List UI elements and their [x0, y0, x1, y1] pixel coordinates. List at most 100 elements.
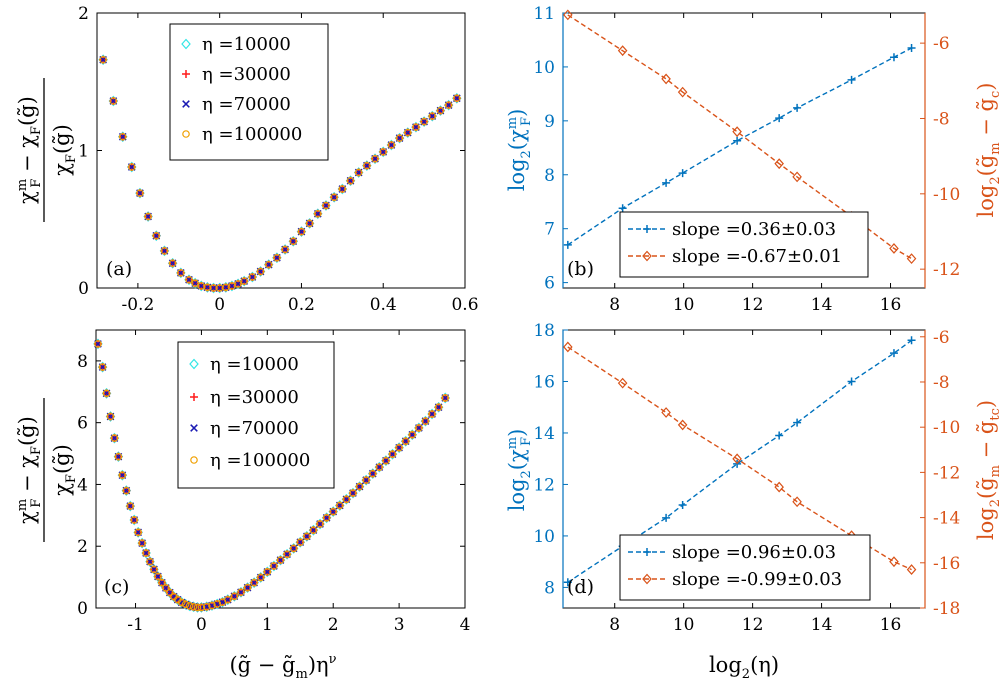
marker-circle — [191, 279, 199, 287]
x-tick-label: 14 — [811, 295, 833, 315]
legend-entry: η =70000 — [202, 94, 291, 115]
marker-diamond — [661, 407, 671, 418]
x-tick-label: 12 — [742, 615, 764, 635]
marker-circle — [296, 538, 305, 547]
marker-plus — [678, 501, 687, 510]
marker-diamond — [792, 496, 802, 508]
marker-diamond — [889, 243, 899, 254]
marker-circle — [256, 573, 265, 582]
marker-circle — [202, 602, 211, 611]
marker-circle — [412, 123, 420, 131]
marker-circle — [230, 592, 239, 601]
panel-label-a: (a) — [106, 258, 132, 280]
ylabel-numerator: χmF − χF(g̃) — [15, 96, 44, 204]
marker-circle — [102, 389, 111, 398]
marker-diamond — [677, 419, 688, 431]
ylabel-numerator: χmF − χF(g̃) — [15, 416, 44, 524]
marker-circle — [150, 565, 158, 574]
marker-diamond — [792, 171, 802, 183]
marker-circle — [342, 495, 351, 504]
y-tick-label: 0 — [78, 279, 89, 299]
y-axis-label-b-right: log2(g̃m − g̃c) — [974, 83, 1000, 218]
series-line — [567, 14, 912, 260]
marker-cross — [182, 100, 190, 108]
marker-circle — [114, 452, 123, 461]
marker-circle — [185, 275, 193, 284]
marker-circle — [122, 486, 131, 495]
y-axis-label-d-left: log2(χmF) — [505, 429, 534, 512]
y-tick-label-left: 6 — [544, 274, 555, 294]
marker-circle — [395, 443, 403, 452]
x-axis-label-d: log2(η) — [709, 653, 779, 682]
marker-plus — [733, 136, 742, 145]
y-tick-label-left: 9 — [544, 112, 555, 132]
x-tick-label: 16 — [880, 615, 902, 635]
marker-circle — [309, 526, 318, 534]
marker-circle — [109, 97, 118, 105]
legend-box — [177, 341, 335, 489]
marker-circle — [276, 556, 285, 564]
marker-circle — [240, 277, 249, 285]
marker-circle — [281, 245, 289, 254]
marker-circle — [99, 55, 107, 64]
legend-entry: η =30000 — [202, 64, 291, 85]
x-tick-label: 0 — [196, 615, 207, 635]
marker-circle — [368, 469, 377, 478]
marker-plus — [662, 513, 671, 522]
legend-entry: η =100000 — [202, 124, 302, 145]
ylabel-denominator: χF(g̃) — [50, 444, 79, 496]
marker-plus — [907, 336, 916, 345]
marker-circle — [401, 437, 410, 446]
marker-circle — [313, 209, 322, 218]
x-tick-label: 8 — [609, 615, 620, 635]
marker-diamond — [774, 481, 784, 493]
marker-diamond — [906, 564, 917, 575]
x-tick-label: 16 — [880, 295, 902, 315]
y-tick-label-left: 8 — [544, 166, 555, 186]
ylabel-denominator: χF(g̃) — [50, 124, 79, 176]
marker-plus — [889, 53, 898, 62]
marker-circle — [127, 163, 136, 171]
y-tick-label-left: 11 — [533, 4, 555, 24]
marker-circle — [190, 456, 198, 464]
marker-circle — [436, 106, 445, 115]
y-axis-label-d-right: log2(g̃m − g̃tc) — [974, 400, 1000, 540]
marker-plus — [182, 70, 190, 78]
marker-plus — [907, 44, 916, 53]
panel-label-c: (c) — [104, 576, 129, 598]
marker-plus — [793, 418, 802, 427]
x-tick-label: -0.2 — [121, 295, 154, 315]
x-tick-label: 12 — [742, 295, 764, 315]
marker-circle — [316, 520, 324, 528]
marker-plus — [662, 178, 671, 187]
marker-circle — [193, 603, 202, 612]
y-tick-label-left: 10 — [533, 527, 555, 547]
y-tick-label-left: 8 — [544, 578, 555, 598]
y-axis-label-a: χmF − χF(g̃)χF(g̃) — [15, 78, 79, 222]
series-line — [567, 47, 912, 246]
marker-plus — [563, 578, 572, 587]
marker-circle — [355, 482, 364, 491]
marker-circle — [158, 578, 166, 587]
marker-circle — [243, 583, 252, 592]
x-tick-label: 2 — [328, 615, 339, 635]
y-tick-label-left: 16 — [533, 372, 555, 392]
legend-entry: slope =0.36±0.03 — [672, 219, 836, 240]
y-tick-label: 1 — [78, 142, 89, 162]
marker-plus — [775, 431, 784, 440]
marker-circle — [441, 394, 450, 402]
marker-circle — [371, 154, 379, 163]
marker-plus — [793, 103, 802, 112]
marker-circle — [263, 568, 272, 576]
marker-diamond — [563, 9, 573, 21]
marker-circle — [322, 201, 330, 210]
marker-plus — [889, 349, 898, 358]
y-axis-label-c: χmF − χF(g̃)χF(g̃) — [15, 398, 79, 542]
marker-circle — [428, 112, 437, 120]
marker-diamond — [889, 556, 899, 568]
y-tick-label-right: -12 — [933, 260, 960, 280]
y-tick-label-left: 10 — [533, 58, 555, 78]
series-line — [567, 346, 912, 571]
marker-diamond — [189, 358, 199, 370]
